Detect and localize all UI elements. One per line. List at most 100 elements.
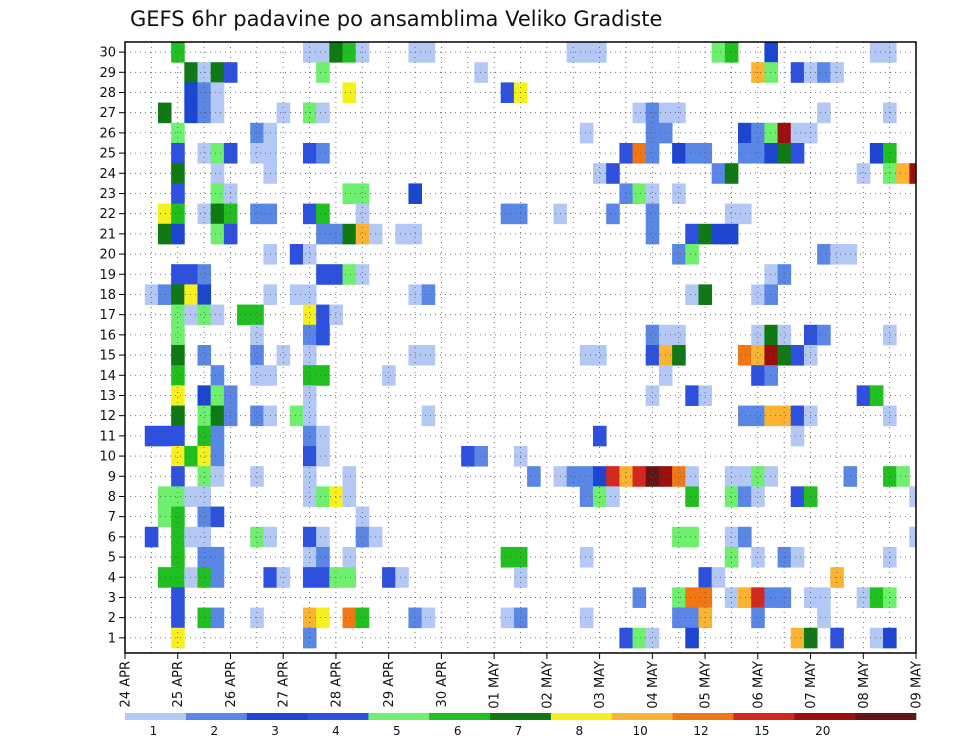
x-tick-label: 01 MAY bbox=[488, 661, 503, 709]
heatmap-cell bbox=[751, 122, 765, 144]
heatmap-cell bbox=[593, 344, 607, 366]
heatmap-cell bbox=[250, 344, 264, 366]
heatmap-cell bbox=[738, 344, 752, 366]
colorbar-label: 15 bbox=[754, 724, 769, 738]
heatmap-cell bbox=[342, 486, 357, 507]
heatmap-cell bbox=[210, 163, 225, 184]
heatmap-cell bbox=[764, 122, 778, 144]
x-tick-label: 06 MAY bbox=[751, 661, 766, 709]
heatmap-cell bbox=[197, 344, 212, 366]
heatmap-cell bbox=[171, 284, 185, 305]
heatmap-cell bbox=[645, 627, 660, 649]
colorbar-label: 2 bbox=[210, 724, 218, 738]
x-tick-label: 02 MAY bbox=[540, 661, 555, 709]
heatmap-cell bbox=[896, 163, 910, 184]
heatmap-cell bbox=[210, 405, 225, 427]
chart-title: GEFS 6hr padavine po ansamblima Veliko G… bbox=[130, 7, 662, 31]
heatmap-cell bbox=[302, 142, 317, 164]
heatmap-cell bbox=[421, 344, 436, 366]
heatmap-cell bbox=[184, 567, 198, 588]
heatmap-cell bbox=[790, 142, 805, 164]
heatmap-cell bbox=[579, 466, 594, 487]
heatmap-cell bbox=[316, 546, 330, 568]
heatmap-cell bbox=[645, 142, 660, 164]
heatmap-cell bbox=[738, 526, 752, 548]
heatmap-cell bbox=[724, 466, 739, 487]
heatmap-cell bbox=[237, 304, 251, 326]
heatmap-cell bbox=[685, 526, 699, 548]
heatmap-cell bbox=[329, 223, 343, 245]
heatmap-cell bbox=[197, 284, 212, 305]
colorbar-swatch bbox=[611, 713, 673, 720]
heatmap-cells bbox=[144, 42, 917, 649]
heatmap-cell bbox=[210, 203, 225, 225]
heatmap-cell bbox=[672, 243, 686, 265]
heatmap-cell bbox=[395, 223, 409, 245]
heatmap-cell bbox=[724, 223, 739, 245]
colorbar-label: 8 bbox=[576, 724, 584, 738]
heatmap-cell bbox=[171, 203, 185, 225]
heatmap-cell bbox=[632, 183, 647, 204]
heatmap-cell bbox=[316, 62, 330, 83]
heatmap-cell bbox=[210, 304, 225, 326]
heatmap-cell bbox=[593, 486, 607, 507]
heatmap-cell bbox=[672, 324, 686, 346]
colorbar-label: 20 bbox=[815, 724, 830, 738]
heatmap-cell bbox=[896, 466, 910, 487]
heatmap-cell bbox=[250, 122, 264, 144]
heatmap-cell bbox=[830, 627, 844, 649]
heatmap-cell bbox=[302, 486, 317, 507]
heatmap-cell bbox=[184, 526, 198, 548]
colorbar-swatch bbox=[185, 713, 247, 720]
grid-lines bbox=[124, 42, 917, 653]
y-tick-label: 2 bbox=[108, 611, 116, 626]
heatmap-cell bbox=[751, 284, 765, 305]
heatmap-cell bbox=[579, 546, 594, 568]
y-tick-label: 23 bbox=[99, 187, 116, 202]
heatmap-cell bbox=[289, 405, 304, 427]
heatmap-cell bbox=[302, 365, 317, 386]
heatmap-cell bbox=[645, 183, 660, 204]
y-tick-label: 22 bbox=[99, 207, 116, 222]
heatmap-cell bbox=[316, 445, 330, 467]
heatmap-cell bbox=[724, 163, 739, 184]
colorbar-label: 5 bbox=[393, 724, 401, 738]
heatmap-cell bbox=[316, 102, 330, 124]
heatmap-cell bbox=[250, 203, 264, 225]
y-tick-label: 7 bbox=[108, 510, 116, 525]
heatmap-cell bbox=[355, 264, 370, 285]
y-tick-label: 5 bbox=[108, 551, 116, 566]
heatmap-cell bbox=[250, 405, 264, 427]
heatmap-cell bbox=[817, 102, 831, 124]
heatmap-cell bbox=[764, 62, 778, 83]
x-tick-label: 04 MAY bbox=[646, 661, 661, 709]
y-tick-label: 30 bbox=[99, 46, 116, 61]
y-tick-label: 12 bbox=[99, 409, 116, 424]
heatmap-cell bbox=[764, 284, 778, 305]
y-tick-label: 19 bbox=[99, 268, 116, 283]
y-tick-label: 25 bbox=[99, 147, 116, 162]
heatmap-cell bbox=[764, 405, 778, 427]
heatmap-cell bbox=[342, 607, 357, 629]
heatmap-cell bbox=[157, 203, 172, 225]
heatmap-cell bbox=[856, 385, 871, 406]
heatmap-cell bbox=[632, 142, 647, 164]
heatmap-cell bbox=[645, 385, 660, 406]
heatmap-cell bbox=[210, 385, 225, 406]
y-tick-label: 9 bbox=[108, 470, 116, 485]
heatmap-cell bbox=[790, 425, 805, 447]
heatmap-cell bbox=[184, 284, 198, 305]
y-tick-label: 24 bbox=[99, 167, 116, 182]
heatmap-cell bbox=[210, 223, 225, 245]
heatmap-cell bbox=[302, 466, 317, 487]
heatmap-cell bbox=[883, 142, 897, 164]
heatmap-cell bbox=[171, 142, 185, 164]
heatmap-cell bbox=[171, 486, 185, 507]
heatmap-cell bbox=[738, 122, 752, 144]
heatmap-cell bbox=[474, 62, 488, 83]
heatmap-cell bbox=[632, 466, 647, 487]
heatmap-cell bbox=[210, 445, 225, 467]
heatmap-cell bbox=[764, 466, 778, 487]
y-tick-label: 27 bbox=[99, 106, 116, 121]
heatmap-cell bbox=[157, 284, 172, 305]
